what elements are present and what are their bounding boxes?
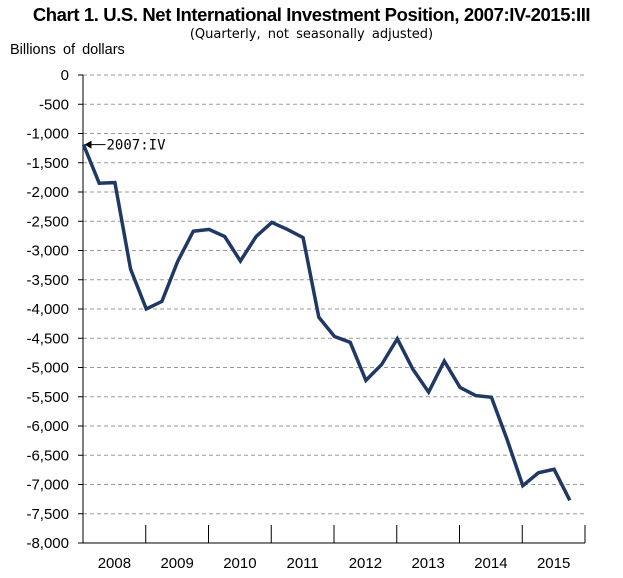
- series: [81, 143, 572, 502]
- y-tick-label: -6,000: [26, 418, 69, 435]
- annotations: 2007:IV: [84, 138, 167, 154]
- x-tick-label: 2014: [474, 555, 507, 572]
- x-tick-label: 2012: [349, 555, 382, 572]
- y-axis-ticks: 0 -500 -1,000 -1,500 -2,000 -2,500 -3,000 -3,50…: [26, 67, 83, 552]
- x-tick-label: 2011: [286, 555, 318, 572]
- y-tick-label: -2,500: [26, 213, 69, 230]
- y-tick-label: -7,500: [26, 506, 69, 523]
- annotation-arrowhead: [84, 140, 92, 149]
- y-tick-label: -3,500: [26, 272, 69, 289]
- y-tick-label: -3,000: [26, 243, 69, 260]
- x-tick-label: 2013: [411, 555, 444, 572]
- y-tick-label: -7,000: [26, 477, 69, 494]
- x-tick-label: 2008: [98, 555, 131, 572]
- y-tick-label: -8,000: [26, 535, 69, 552]
- annotation-label: 2007:IV: [107, 138, 167, 154]
- y-tick-label: -4,500: [26, 330, 69, 347]
- x-tick-label: 2015: [537, 555, 570, 572]
- y-tick-label: -5,000: [26, 360, 69, 377]
- y-tick-label: -2,000: [26, 184, 69, 201]
- y-tick-label: -5,500: [26, 389, 69, 406]
- y-tick-label: -6,500: [26, 447, 69, 464]
- y-tick-label: -4,000: [26, 301, 69, 318]
- y-tick-label: -1,500: [26, 155, 69, 172]
- y-tick-label: -500: [39, 96, 69, 113]
- chart-subtitle: (Quarterly, not seasonally adjusted): [189, 27, 434, 42]
- x-tick-label: 2010: [223, 555, 256, 572]
- series-line: [81, 143, 572, 502]
- chart-title: Chart 1. U.S. Net International Investme…: [32, 4, 591, 25]
- y-tick-label: -1,000: [26, 126, 69, 143]
- x-tick-label: 2009: [160, 555, 193, 572]
- y-axis-unit-label: Billions of dollars: [10, 42, 125, 58]
- x-axis-ticks: 2008 2009 2010 2011 2012 2013 2014 2015: [82, 525, 586, 572]
- y-tick-label: 0: [61, 67, 69, 84]
